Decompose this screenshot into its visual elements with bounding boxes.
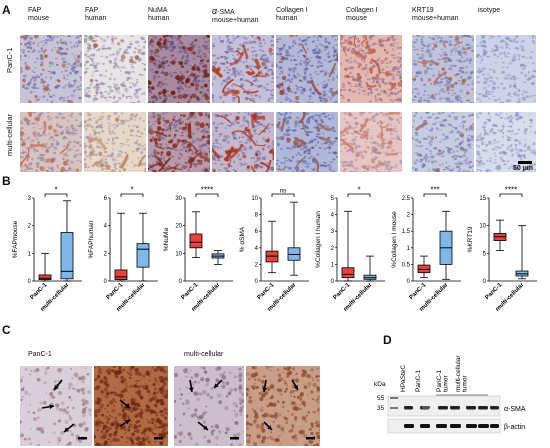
panel-c-letter: C: [2, 323, 11, 337]
alpha-glyph: α: [212, 6, 218, 16]
arrow-icon: [188, 379, 194, 393]
panel-a-letter: A: [2, 3, 11, 17]
sma-band: [466, 406, 476, 410]
tile-panc1-6: [412, 35, 474, 103]
column-header-6: KRT19 mouse+human: [412, 7, 459, 22]
lane-label-3: multi-cellulartumor: [455, 355, 469, 392]
panel-c-panc1-label: PanC-1: [28, 351, 52, 358]
column-header-2: NuMA human: [148, 7, 170, 22]
scalebar-label: 50 µm: [513, 165, 533, 172]
tile-panc1-5: [340, 35, 402, 103]
tile-panc1-4: [276, 35, 338, 103]
arrow-icon: [262, 379, 268, 393]
arrow-icon: [63, 423, 75, 433]
tile-multi-2: [148, 112, 210, 172]
column-header-0: FAP mouse: [28, 7, 50, 22]
panel-b-letter: B: [2, 174, 11, 188]
tile-c-multi-ihc: [246, 366, 320, 446]
actin-band: [404, 424, 414, 428]
tile-multi-6: [412, 112, 474, 172]
tile-multi-0: [20, 112, 82, 172]
ladder-band: [390, 397, 398, 399]
tile-panc1-1: [84, 35, 146, 103]
actin-band: [420, 424, 430, 428]
tile-c-panc1-ihc: [94, 366, 168, 446]
tile-c-panc1-stain: [20, 366, 92, 446]
sma-band: [422, 406, 430, 409]
scalebar: [154, 437, 163, 440]
actin-band: [466, 424, 477, 428]
scalebar: [306, 437, 315, 440]
tile-multi-5: [340, 112, 402, 172]
column-header-1: FAP human: [85, 7, 107, 22]
column-header-3: α-SMA mouse+human: [212, 6, 259, 25]
tile-multi-3: [212, 112, 274, 172]
arrow-icon: [41, 404, 55, 410]
tile-panc1-0: [20, 35, 82, 103]
band-label-actin: β-actin: [504, 424, 525, 431]
column-header-7: isotype: [478, 7, 501, 14]
ladder-band: [390, 407, 398, 409]
arrow-icon: [197, 421, 209, 431]
marker-55: 55: [377, 395, 385, 402]
actin-band: [436, 424, 447, 428]
scalebar: [230, 437, 239, 440]
tile-panc1-2: [148, 35, 210, 103]
sma-band: [478, 406, 488, 410]
tile-multi-1: [84, 112, 146, 172]
arrow-icon: [53, 379, 63, 391]
tile-multi-7: [476, 112, 536, 172]
arrow-icon: [213, 379, 223, 389]
tile-multi-4: [276, 112, 338, 172]
arrow-icon: [119, 399, 131, 409]
scalebar: [518, 161, 532, 164]
lane-label-2: PanC-1tumor: [436, 370, 450, 392]
arrow-icon: [291, 379, 299, 391]
arrow-icon: [263, 421, 273, 431]
sma-band: [450, 406, 460, 410]
arrow-icon: [119, 419, 131, 427]
sma-band: [438, 406, 448, 410]
kda-label: kDa: [374, 381, 386, 388]
lane-label-0: HPaSteC: [400, 365, 407, 392]
actin-band: [490, 424, 499, 428]
panel-d-letter: D: [383, 333, 392, 347]
sma-band: [490, 406, 499, 410]
scalebar: [78, 437, 87, 440]
tile-panc1-3: [212, 35, 274, 103]
tile-panc1-7: [476, 35, 536, 103]
actin-band: [450, 424, 461, 428]
panel-c-multi-label: multi-cellular: [184, 351, 224, 358]
sma-band: [404, 406, 413, 410]
band-label-sma: α-SMA: [504, 406, 526, 413]
tile-c-multi-stain: [174, 366, 244, 446]
lane-label-1: PanC-1: [415, 370, 422, 392]
marker-35: 35: [377, 405, 385, 412]
actin-band: [478, 424, 489, 428]
